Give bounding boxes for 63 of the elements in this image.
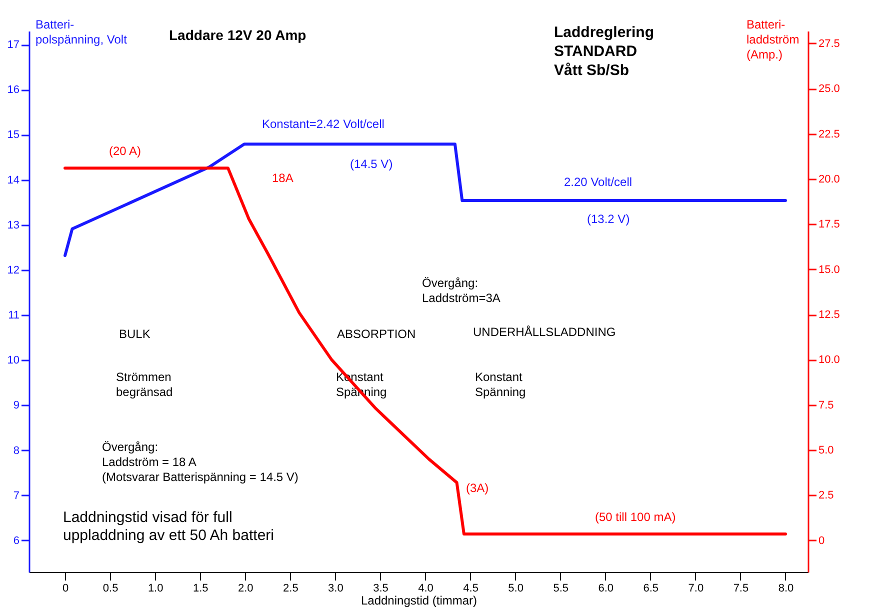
- y2-tick-label: 12.5: [818, 309, 840, 322]
- y2-tick-label: 22.5: [818, 128, 840, 140]
- x-tick-label: 4.0: [418, 582, 434, 594]
- y2-tick-label: 0: [818, 534, 825, 547]
- x-tick-label: 0: [62, 582, 69, 594]
- annotation: (3A): [466, 481, 489, 495]
- annotation: (13.2 V): [587, 212, 630, 226]
- annotation: Övergång: Laddström=3A: [422, 276, 500, 305]
- y-tick-label: 14: [7, 174, 20, 186]
- chart-title: Laddare 12V 20 Amp: [169, 27, 306, 43]
- annotation: UNDERHÅLLSLADDNING: [473, 325, 616, 339]
- annotation: (50 till 100 mA): [595, 510, 676, 524]
- y-tick-label: 11: [8, 310, 20, 322]
- x-tick-label: 1.5: [192, 582, 208, 594]
- annotation: Övergång: Laddström = 18 A (Motsvarar Batterispänning = 14.5 V): [102, 440, 298, 484]
- y-tick-label: 12: [7, 264, 20, 276]
- y-tick-label: 13: [7, 219, 20, 232]
- y-tick-label: 6: [13, 534, 20, 547]
- y-axis-title: Batteri- polspänning, Volt: [36, 18, 128, 46]
- x-tick-label: 1.0: [148, 582, 164, 594]
- y2-tick-label: 25.0: [818, 83, 840, 96]
- annotation: 18A: [272, 171, 294, 185]
- x-tick-label: 7.0: [688, 582, 704, 594]
- y-tick-label: 16: [7, 84, 20, 96]
- annotation: Strömmen begränsad: [116, 370, 173, 399]
- y2-tick-label: 20.0: [818, 173, 840, 186]
- text: Laddreglering STANDARD Vått Sb/Sb: [554, 24, 654, 79]
- annotation: (20 A): [109, 144, 142, 158]
- x-tick-label: 6.0: [598, 582, 614, 594]
- y2-tick-label: 17.5: [818, 218, 840, 231]
- y-tick-label: 8: [13, 444, 20, 457]
- annotation: (14.5 V): [350, 157, 393, 171]
- x-tick-label: 4.5: [463, 582, 478, 594]
- x-tick-label: 5.0: [508, 582, 524, 594]
- x-tick-label: 8.0: [778, 582, 794, 594]
- y2-tick-label: 10.0: [818, 354, 840, 366]
- y2-axis-title: Batteri- laddström (Amp.): [746, 18, 800, 62]
- annotation: 2.20 Volt/cell: [564, 175, 632, 189]
- y-tick-label: 7: [13, 490, 20, 502]
- y2-tick-label: 2.5: [818, 490, 834, 502]
- x-tick-label: 3.5: [373, 582, 388, 594]
- x-tick-label: 3.0: [328, 582, 344, 594]
- x-axis-title: Laddningstid (timmar): [360, 594, 478, 608]
- annotation: Laddningstid visad för full uppladdning av ett 50 Ah batteri: [63, 509, 274, 544]
- y-tick-label: 17: [7, 39, 20, 52]
- y-tick-label: 10: [7, 354, 20, 367]
- y2-tick-label: 7.5: [818, 399, 834, 412]
- x-tick-label: 2.0: [238, 582, 254, 594]
- y2-tick-label: 15.0: [818, 264, 840, 276]
- x-tick-label: 2.5: [283, 582, 298, 594]
- x-tick-label: 0.5: [102, 582, 118, 594]
- annotation: BULK: [119, 327, 150, 341]
- annotation: ABSORPTION: [337, 327, 416, 341]
- y-tick-label: 15: [7, 129, 20, 142]
- line-series: [64, 142, 787, 258]
- annotation: Konstant Spänning: [475, 370, 526, 399]
- x-tick-label: 6.5: [643, 582, 659, 594]
- y2-tick-label: 5.0: [818, 444, 834, 457]
- annotation: Konstant=2.42 Volt/cell: [262, 117, 384, 131]
- x-tick-label: 5.5: [553, 582, 568, 594]
- y2-tick-label: 27.5: [818, 38, 840, 50]
- y-tick-label: 9: [13, 400, 20, 412]
- x-tick-label: 7.5: [733, 582, 749, 594]
